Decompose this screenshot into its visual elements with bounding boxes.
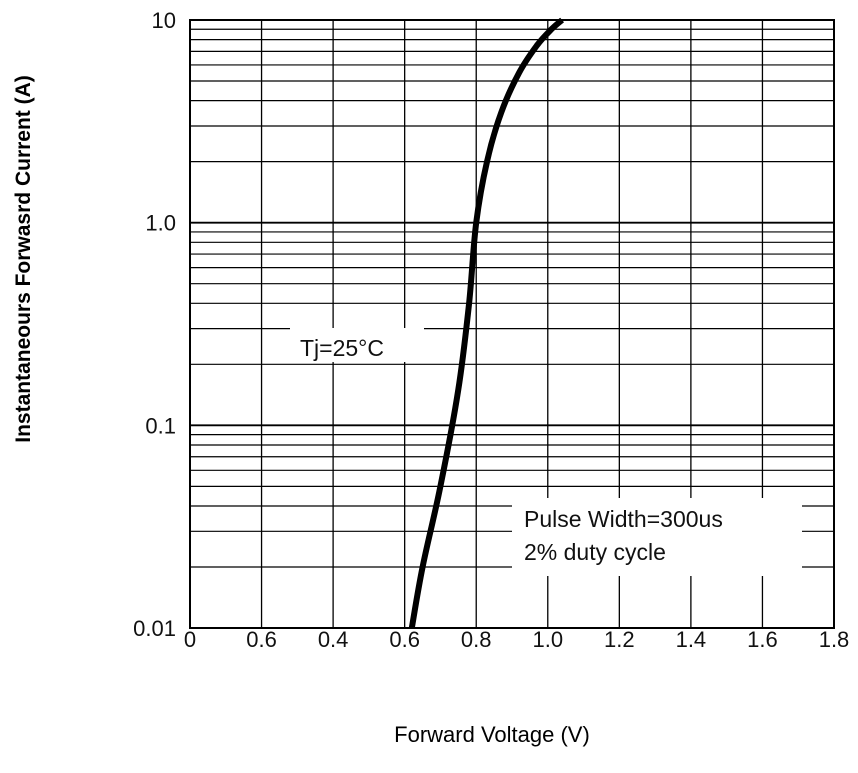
tj-label-bg xyxy=(290,328,424,362)
x-tick-labels: 0 0.6 0.4 0.6 0.8 1.0 1.2 1.4 1.6 1.8 xyxy=(184,627,849,652)
x-tick-label: 1.2 xyxy=(604,627,635,652)
x-tick-label: 1.0 xyxy=(532,627,563,652)
pulse-width-label: Pulse Width=300us xyxy=(524,506,723,532)
x-tick-label: 1.6 xyxy=(747,627,778,652)
x-tick-label: 0 xyxy=(184,627,196,652)
x-tick-label: 0.4 xyxy=(318,627,349,652)
x-tick-label: 0.6 xyxy=(246,627,277,652)
y-axis-title: Instantaneours Forwasrd Current (A) xyxy=(12,75,35,443)
x-tick-label: 0.8 xyxy=(461,627,492,652)
y-tick-label: 0.1 xyxy=(145,413,176,438)
y-tick-labels: 10 1.0 0.1 0.01 xyxy=(133,8,176,641)
x-tick-label: 0.6 xyxy=(389,627,420,652)
y-tick-label: 1.0 xyxy=(145,211,176,236)
forward-current-curve xyxy=(408,17,565,629)
y-tick-label: 10 xyxy=(152,8,176,33)
tj-label: Tj=25°C xyxy=(300,335,384,361)
y-tick-label: 0.01 xyxy=(133,616,176,641)
grid xyxy=(190,20,834,628)
x-tick-label: 1.8 xyxy=(819,627,850,652)
pulse-label-bg xyxy=(512,498,802,576)
x-tick-label: 1.4 xyxy=(676,627,707,652)
x-axis-title: Forward Voltage (V) xyxy=(394,722,590,747)
plot-frame xyxy=(189,19,835,629)
series-layer xyxy=(408,17,565,629)
duty-cycle-label: 2% duty cycle xyxy=(524,539,666,565)
